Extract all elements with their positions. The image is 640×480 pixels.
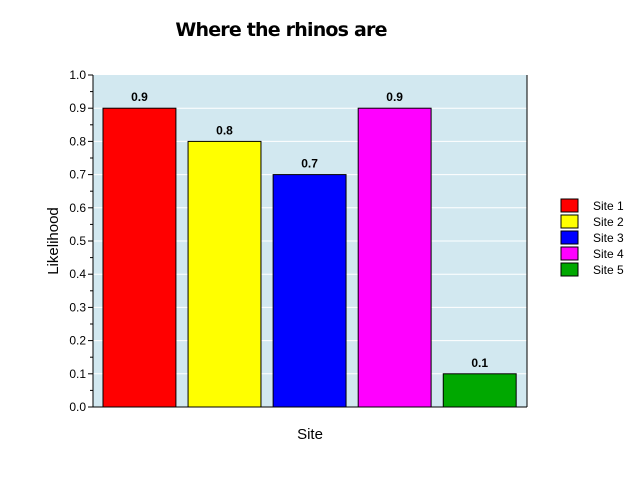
legend-label-site-2: Site 2 — [593, 215, 624, 229]
legend-swatch-site-3 — [560, 230, 579, 245]
y-tick-label-0: 0.0 — [69, 400, 86, 414]
legend-label-site-5: Site 5 — [593, 263, 624, 277]
data-label-site-1: 0.9 — [131, 90, 148, 104]
bar-site-4 — [357, 107, 432, 408]
bar-site-3 — [272, 174, 347, 408]
bars — [102, 107, 517, 408]
legend-swatch-site-5 — [560, 262, 579, 277]
y-tick-label-7: 0.7 — [69, 168, 86, 182]
y-tick-label-10: 1.0 — [69, 68, 86, 82]
data-label-site-4: 0.9 — [386, 90, 403, 104]
bar-site-5 — [442, 373, 517, 408]
legend: Site 1 Site 2 Site 3 Site 4 Site 5 — [560, 198, 624, 277]
y-ticks: 0.0 0.1 0.2 0.3 0.4 0.5 0.6 0.7 0.8 0.9 1.0 — [69, 68, 93, 414]
legend-label-site-3: Site 3 — [593, 231, 624, 245]
y-tick-label-8: 0.8 — [69, 134, 86, 148]
y-tick-label-6: 0.6 — [69, 201, 86, 215]
legend-swatch-site-4 — [560, 246, 579, 261]
data-labels: 0.9 0.8 0.7 0.9 0.1 — [131, 90, 488, 370]
y-tick-label-1: 0.1 — [69, 367, 86, 381]
x-axis-label: Site — [297, 426, 323, 443]
legend-swatch-site-1 — [560, 198, 579, 213]
legend-swatch-site-2 — [560, 214, 579, 229]
y-tick-label-2: 0.2 — [69, 334, 86, 348]
data-label-site-5: 0.1 — [471, 356, 488, 370]
bar-site-1 — [102, 107, 177, 408]
bar-site-2 — [187, 140, 262, 408]
data-label-site-3: 0.7 — [301, 157, 318, 171]
y-tick-label-3: 0.3 — [69, 300, 86, 314]
y-tick-label-5: 0.5 — [69, 234, 86, 248]
chart-title: Where the rhinos are — [175, 19, 386, 41]
legend-label-site-1: Site 1 — [593, 199, 624, 213]
y-tick-label-4: 0.4 — [69, 267, 86, 281]
data-label-site-2: 0.8 — [216, 123, 233, 137]
y-tick-label-9: 0.9 — [69, 101, 86, 115]
y-axis-label: Likelihood — [45, 207, 62, 275]
legend-label-site-4: Site 4 — [593, 247, 624, 261]
